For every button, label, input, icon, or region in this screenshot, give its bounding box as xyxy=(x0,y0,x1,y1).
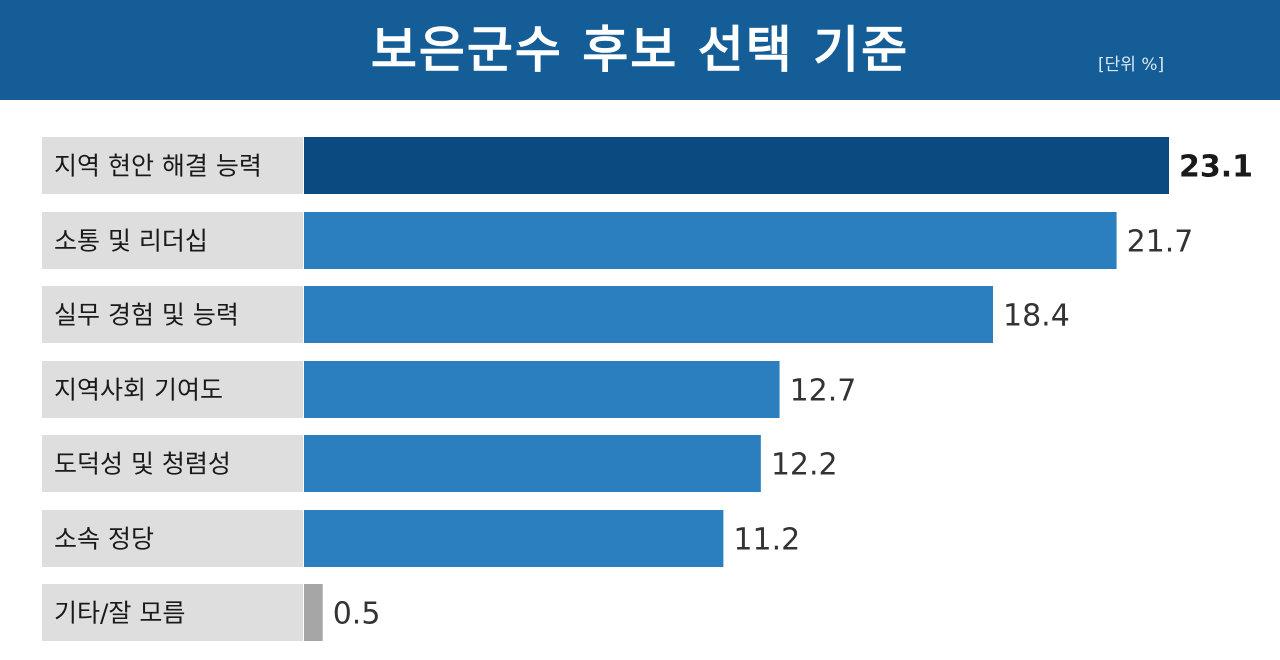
category-label-5: 도덕성 및 청렴성 xyxy=(54,450,231,479)
category-label-bg-4 xyxy=(42,361,303,418)
bar-4 xyxy=(304,361,780,418)
value-label-7: 0.5 xyxy=(333,597,381,632)
bar-3 xyxy=(304,286,994,343)
bar-1 xyxy=(304,137,1169,194)
value-label-5: 12.2 xyxy=(771,448,838,483)
bar-2 xyxy=(304,212,1117,269)
bar-5 xyxy=(304,435,761,492)
value-label-2: 21.7 xyxy=(1127,225,1194,260)
category-label-bg-5 xyxy=(42,435,303,492)
category-label-bg-7 xyxy=(42,584,303,641)
value-label-6: 11.2 xyxy=(733,523,800,558)
unit-label: [단위 %] xyxy=(1098,55,1165,75)
bar-6 xyxy=(304,510,724,567)
category-label-6: 소속 정당 xyxy=(54,525,154,554)
category-label-2: 소통 및 리더십 xyxy=(54,227,208,256)
category-label-bg-1 xyxy=(42,137,303,194)
category-label-bg-3 xyxy=(42,286,303,343)
category-label-7: 기타/잘 모름 xyxy=(54,599,185,628)
title-banner xyxy=(0,0,1280,100)
category-label-4: 지역사회 기여도 xyxy=(54,376,223,405)
category-label-1: 지역 현안 해결 능력 xyxy=(54,152,262,181)
value-label-1: 23.1 xyxy=(1179,150,1253,185)
chart-title: 보은군수 후보 선택 기준 xyxy=(370,21,910,79)
category-label-3: 실무 경험 및 능력 xyxy=(54,301,239,330)
value-label-3: 18.4 xyxy=(1003,299,1070,334)
category-label-bg-2 xyxy=(42,212,303,269)
bar-7 xyxy=(304,584,323,641)
category-label-bg-6 xyxy=(42,510,303,567)
value-label-4: 12.7 xyxy=(790,374,857,409)
